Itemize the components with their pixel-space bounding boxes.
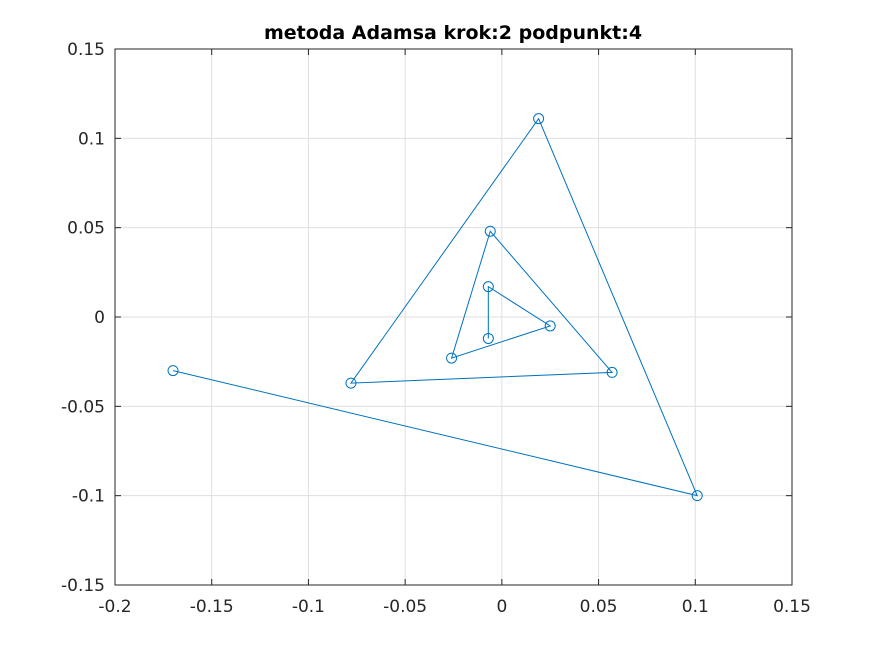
- data-point-marker: [691, 490, 703, 502]
- y-tick-label: -0.1: [72, 487, 105, 507]
- data-point-marker: [482, 332, 494, 344]
- chart-title: metoda Adamsa krok:2 podpunkt:4: [264, 22, 642, 44]
- data-point-marker: [482, 281, 494, 293]
- data-point-marker: [533, 113, 545, 125]
- y-tick-label: 0: [94, 308, 105, 328]
- y-tick-label: 0.15: [67, 40, 105, 60]
- y-tick-label: 0.1: [78, 129, 105, 149]
- data-point-marker: [167, 365, 179, 377]
- y-tick-label: 0.05: [67, 219, 105, 239]
- x-tick-label: 0.1: [682, 597, 709, 617]
- y-tick-label: -0.05: [61, 397, 105, 417]
- series-line: [172, 117, 699, 497]
- x-tick-label: -0.1: [292, 597, 325, 617]
- data-point-marker: [484, 225, 496, 237]
- x-tick-label: -0.15: [190, 597, 234, 617]
- x-tick-label: 0.05: [580, 597, 618, 617]
- x-tick-label: -0.2: [98, 597, 131, 617]
- series-layer: [167, 113, 703, 502]
- ticks: -0.2 -0.15 -0.1 -0.05 0 0.05 0.1 0.15-0.15-0.1-…: [61, 40, 811, 617]
- x-tick-label: -0.05: [383, 597, 427, 617]
- data-point-marker: [345, 377, 357, 389]
- x-tick-label: 0: [496, 597, 507, 617]
- data-point-marker: [606, 366, 618, 378]
- x-tick-label: 0.15: [773, 597, 811, 617]
- data-point-marker: [446, 352, 458, 364]
- y-tick-label: -0.15: [61, 576, 105, 596]
- data-point-marker: [544, 320, 556, 332]
